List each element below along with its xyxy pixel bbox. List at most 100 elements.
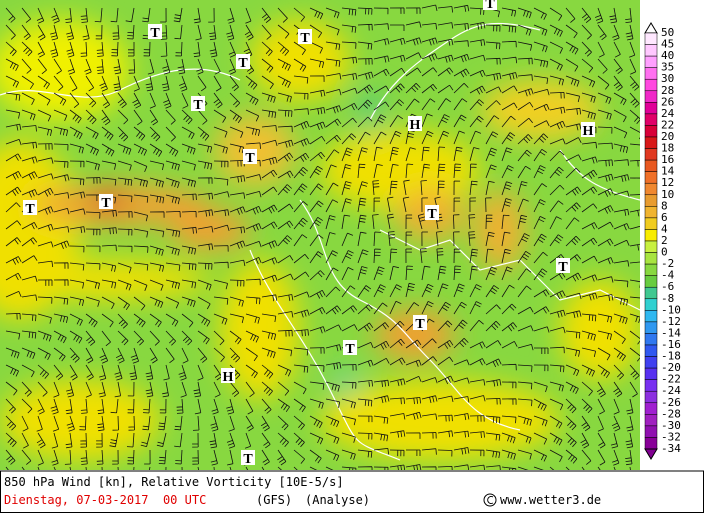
wind-barb (341, 164, 352, 179)
wind-barb (309, 121, 326, 130)
wind-barb (533, 103, 550, 112)
wind-barb (96, 41, 104, 57)
wind-barb (85, 313, 98, 328)
wind-barb (533, 120, 550, 128)
wind-barb (402, 196, 410, 213)
wind-barb (64, 449, 72, 465)
wind-barb (65, 398, 73, 415)
wind-barb (501, 303, 517, 315)
wind-barb (469, 265, 479, 281)
wind-barb (597, 398, 605, 415)
wind-barb (421, 4, 438, 11)
wind-barb (309, 165, 323, 179)
wind-barb (389, 320, 405, 332)
wind-barb (163, 364, 170, 381)
wind-barb (373, 197, 381, 213)
pressure-label: T (485, 0, 495, 12)
wind-barb (261, 139, 278, 147)
wind-barb (453, 413, 470, 421)
wind-barb (549, 24, 563, 37)
wind-barb (421, 67, 438, 77)
wind-barb (5, 202, 21, 213)
wind-barb (21, 75, 34, 90)
wind-barb (195, 24, 202, 41)
wind-barb (99, 75, 108, 92)
wind-barb (453, 68, 470, 78)
wind-barb (581, 255, 598, 264)
colorbar-label: 22 (661, 118, 674, 131)
wind-barb (101, 227, 117, 235)
wind-barb (373, 85, 390, 94)
wind-barb (357, 214, 367, 230)
wind-barb (5, 58, 19, 71)
wind-barb (213, 209, 230, 217)
wind-barb (244, 432, 252, 449)
wind-barb (405, 83, 421, 94)
wind-barb (53, 109, 68, 122)
wind-barb (197, 243, 214, 251)
wind-barb (181, 279, 197, 289)
wind-barb (21, 222, 38, 230)
wind-barb (277, 152, 294, 162)
pressure-label: T (25, 202, 35, 217)
wind-barb (581, 398, 593, 414)
wind-barb (485, 415, 501, 424)
colorbar-swatch (644, 67, 658, 80)
wind-barb (128, 42, 135, 57)
wind-barb (37, 364, 50, 379)
pressure-label: T (245, 151, 255, 166)
wind-barb (53, 75, 64, 91)
wind-barb (309, 89, 326, 97)
wind-barb (549, 58, 563, 71)
wind-barb (245, 126, 261, 136)
wind-barb (261, 156, 278, 165)
wind-barb (53, 262, 69, 269)
wind-barb (517, 344, 534, 351)
wind-barb (21, 432, 29, 449)
wind-barb (21, 24, 31, 41)
wind-barb (226, 432, 236, 449)
wind-barb (145, 75, 154, 92)
wind-barb (357, 231, 367, 247)
wind-barb (501, 466, 517, 470)
wind-barb (53, 240, 70, 249)
wind-barb (293, 234, 308, 247)
wind-barb (101, 244, 117, 252)
wind-barb (162, 58, 171, 75)
wind-barb (453, 4, 470, 12)
wind-barb (114, 381, 121, 398)
wind-barb (403, 179, 410, 196)
wind-barb (293, 41, 306, 56)
wind-barb (69, 262, 85, 271)
wind-barb (565, 41, 579, 55)
wind-barb (549, 290, 566, 300)
wind-barb (549, 326, 566, 334)
wind-barb (145, 364, 154, 381)
wind-barb (357, 304, 373, 315)
colorbar-label: -32 (661, 430, 681, 443)
wind-barb (341, 117, 357, 128)
wind-barb (228, 415, 235, 432)
wind-barb (453, 377, 470, 384)
wind-barb (245, 241, 262, 248)
wind-barb (581, 186, 598, 196)
wind-barb (53, 192, 70, 199)
wind-barb (533, 89, 550, 96)
wind-barb (53, 226, 70, 233)
wind-barb (325, 24, 340, 36)
wind-barb (613, 75, 623, 92)
wind-barb (341, 398, 356, 409)
wind-barb (629, 209, 640, 217)
wind-barb (277, 235, 293, 247)
wind-barb (143, 41, 151, 57)
wind-barb (517, 198, 529, 213)
wind-barb (229, 259, 246, 267)
wind-barb (533, 41, 548, 53)
wind-barb (197, 177, 213, 184)
wind-barb (261, 169, 278, 179)
wind-barb (549, 41, 563, 54)
wind-barb (485, 197, 492, 213)
wind-barb (437, 114, 450, 128)
wind-barb (437, 38, 454, 46)
wind-barb (133, 160, 148, 173)
